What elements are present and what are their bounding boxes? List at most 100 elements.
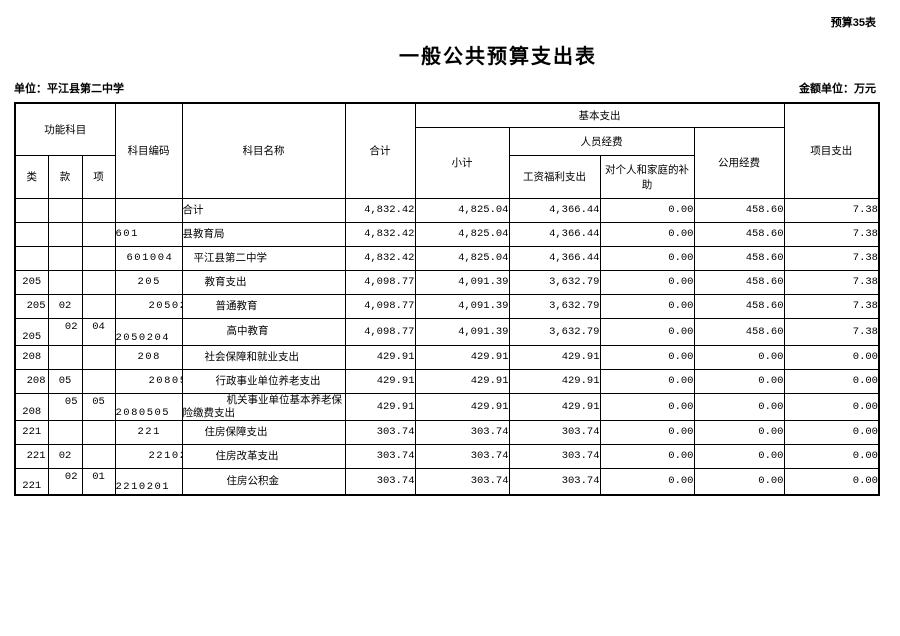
cell-total: 4,098.77 bbox=[344, 293, 416, 319]
header-code: 科目编码 bbox=[114, 102, 183, 199]
cell-name: 教育支出 bbox=[181, 269, 346, 295]
cell-total: 429.91 bbox=[344, 368, 416, 394]
cell-name: 行政事业单位养老支出 bbox=[181, 368, 346, 394]
cell-subtotal: 429.91 bbox=[414, 392, 510, 421]
cell-project: 7.38 bbox=[783, 269, 880, 295]
header-project: 项目支出 bbox=[783, 102, 880, 199]
cell-project: 0.00 bbox=[783, 443, 880, 469]
cell-public-funds: 458.60 bbox=[693, 293, 785, 319]
cell-wage: 429.91 bbox=[508, 344, 601, 370]
table-row: 2080520805行政事业单位养老支出429.91429.91429.910.… bbox=[14, 368, 880, 394]
cell-subsidy: 0.00 bbox=[599, 467, 695, 496]
cell-xiang bbox=[81, 293, 116, 319]
table-row: 205 205 教育支出 4,098.77 4,091.39 3,632.79 0.00 45… bbox=[14, 269, 880, 295]
header-func-group: 功能科目 bbox=[14, 102, 116, 156]
cell-wage: 303.74 bbox=[508, 419, 601, 445]
cell-wage: 429.91 bbox=[508, 368, 601, 394]
cell-project: 0.00 bbox=[783, 467, 880, 496]
cell-wage: 4,366.44 bbox=[508, 197, 601, 223]
cell-kuan: 02 bbox=[47, 317, 83, 346]
table-row: 221 02 01 2210201 住房公积金 303.74 303.74 303.74 0.0… bbox=[14, 467, 880, 496]
cell-public-funds: 0.00 bbox=[693, 419, 785, 445]
table-row: 208 208 社会保障和就业支出 429.91 429.91 429.91 0.00 0.0… bbox=[14, 344, 880, 370]
cell-subsidy: 0.00 bbox=[599, 317, 695, 346]
cell-name: 机关事业单位基本养老保险缴费支出 bbox=[181, 392, 346, 421]
cell-lei: 221 bbox=[14, 467, 49, 496]
budget-table: 功能科目 科目编码 科目名称 合计 基本支出 项目支出 小计 人员经费 公用经费… bbox=[14, 102, 880, 496]
cell-subtotal: 4,825.04 bbox=[414, 197, 510, 223]
table-row: 208 05 05 2080505 机关事业单位基本养老保险缴费支出 429.91 429.… bbox=[14, 392, 880, 421]
cell-name: 平江县第二中学 bbox=[181, 245, 346, 271]
cell-wage: 3,632.79 bbox=[508, 317, 601, 346]
cell-name: 社会保障和就业支出 bbox=[181, 344, 346, 370]
cell-public-funds: 458.60 bbox=[693, 269, 785, 295]
table-row: 205 02 04 2050204 高中教育 4,098.77 4,091.39 3,632.… bbox=[14, 317, 880, 346]
cell-lei bbox=[14, 245, 49, 271]
cell-kuan: 02 bbox=[47, 467, 83, 496]
cell-kuan bbox=[47, 269, 83, 295]
cell-name: 县教育局 bbox=[181, 221, 346, 247]
cell-project: 0.00 bbox=[783, 368, 880, 394]
cell-name: 普通教育 bbox=[181, 293, 346, 319]
table-row: 221 221 住房保障支出 303.74 303.74 303.74 0.00 0.00 0.… bbox=[14, 419, 880, 445]
cell-kuan bbox=[47, 221, 83, 247]
cell-subsidy: 0.00 bbox=[599, 269, 695, 295]
cell-public-funds: 458.60 bbox=[693, 317, 785, 346]
cell-lei: 221 bbox=[14, 419, 49, 445]
cell-subsidy: 0.00 bbox=[599, 392, 695, 421]
cell-xiang: 01 bbox=[81, 467, 116, 496]
cell-lei: 221 bbox=[14, 443, 49, 469]
cell-kuan: 02 bbox=[47, 293, 83, 319]
cell-subsidy: 0.00 bbox=[599, 419, 695, 445]
cell-xiang bbox=[81, 269, 116, 295]
cell-public-funds: 0.00 bbox=[693, 467, 785, 496]
cell-lei: 205 bbox=[14, 317, 49, 346]
cell-name: 高中教育 bbox=[181, 317, 346, 346]
cell-code: 601 bbox=[114, 221, 183, 247]
cell-project: 7.38 bbox=[783, 221, 880, 247]
header-kuan: 款 bbox=[47, 154, 83, 199]
cell-project: 7.38 bbox=[783, 317, 880, 346]
table-row: 601004 平江县第二中学 4,832.42 4,825.04 4,366.44 0.0… bbox=[14, 245, 880, 271]
cell-kuan bbox=[47, 419, 83, 445]
cell-subsidy: 0.00 bbox=[599, 245, 695, 271]
cell-code: 601004 bbox=[114, 245, 183, 271]
table-row: 2050220502普通教育4,098.774,091.393,632.790.… bbox=[14, 293, 880, 319]
header-wage: 工资福利支出 bbox=[508, 154, 601, 199]
cell-subtotal: 4,825.04 bbox=[414, 245, 510, 271]
cell-wage: 4,366.44 bbox=[508, 221, 601, 247]
cell-subtotal: 303.74 bbox=[414, 443, 510, 469]
cell-total: 4,098.77 bbox=[344, 317, 416, 346]
cell-lei: 208 bbox=[14, 392, 49, 421]
cell-subtotal: 4,825.04 bbox=[414, 221, 510, 247]
cell-wage: 429.91 bbox=[508, 392, 601, 421]
cell-total: 303.74 bbox=[344, 419, 416, 445]
cell-wage: 4,366.44 bbox=[508, 245, 601, 271]
cell-subsidy: 0.00 bbox=[599, 344, 695, 370]
cell-wage: 303.74 bbox=[508, 467, 601, 496]
cell-total: 4,832.42 bbox=[344, 221, 416, 247]
cell-public-funds: 0.00 bbox=[693, 443, 785, 469]
cell-total: 429.91 bbox=[344, 344, 416, 370]
cell-xiang bbox=[81, 419, 116, 445]
cell-total: 4,832.42 bbox=[344, 197, 416, 223]
cell-total: 303.74 bbox=[344, 443, 416, 469]
cell-project: 7.38 bbox=[783, 293, 880, 319]
header-family-subsidy: 对个人和家庭的补助 bbox=[599, 154, 695, 199]
cell-code: 20805 bbox=[114, 368, 183, 394]
cell-lei: 208 bbox=[14, 368, 49, 394]
table-row: 2210222102住房改革支出303.74303.74303.740.000.… bbox=[14, 443, 880, 469]
cell-code: 205 bbox=[114, 269, 183, 295]
cell-name: 合计 bbox=[181, 197, 346, 223]
cell-lei: 205 bbox=[14, 269, 49, 295]
cell-code: 22102 bbox=[114, 443, 183, 469]
header-personnel: 人员经费 bbox=[508, 126, 695, 156]
cell-total: 4,098.77 bbox=[344, 269, 416, 295]
header-basic: 基本支出 bbox=[414, 102, 785, 128]
cell-subsidy: 0.00 bbox=[599, 197, 695, 223]
unit-label: 单位：平江县第二中学 bbox=[14, 83, 124, 95]
cell-total: 4,832.42 bbox=[344, 245, 416, 271]
cell-subsidy: 0.00 bbox=[599, 368, 695, 394]
header-name: 科目名称 bbox=[181, 102, 346, 199]
